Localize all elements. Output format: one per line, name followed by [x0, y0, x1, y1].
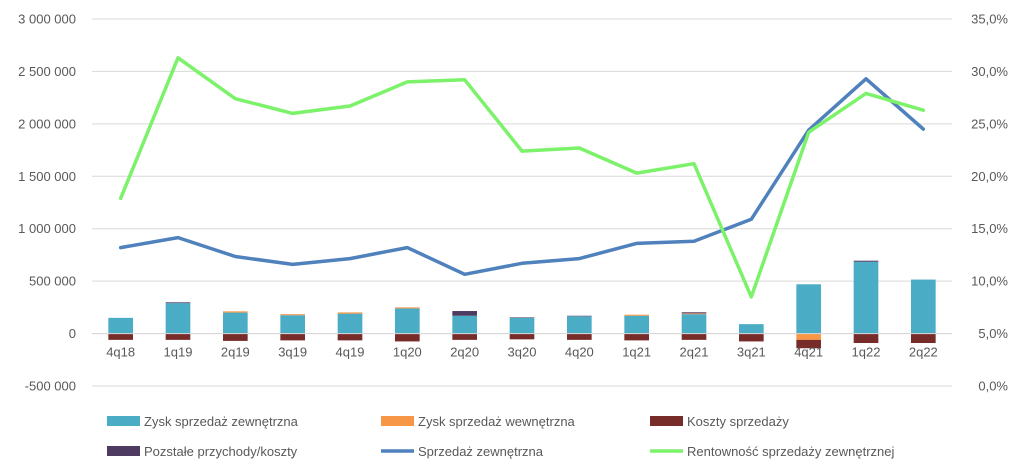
bar-zysk-sprzedaz-zewnetrzna [853, 261, 879, 334]
bar-zysk-sprzedaz-zewnetrzna [681, 314, 707, 334]
legend-item-zysk-sprzedaz-wewnetrzna: Zysk sprzedaż wewnętrzna [381, 414, 576, 429]
legend-label: Zysk sprzedaż wewnętrzna [418, 414, 576, 429]
right-axis-tick-label: 10,0% [971, 274, 1008, 289]
bar-koszty-sprzedazy [739, 333, 764, 342]
left-axis-tick-label: 500 000 [29, 274, 76, 289]
bar-zysk-sprzedaz-wewnetrzna [624, 314, 649, 316]
bar-koszty-sprzedazy [681, 333, 707, 340]
line-sprzedaz-zewnetrzna [118, 77, 926, 277]
category-label: 1q20 [393, 345, 422, 360]
bar-koszty-sprzedazy [452, 333, 477, 340]
bar-pozstale-przychody-koszty [165, 302, 191, 304]
left-axis-tick-labels: -500 000 0 500 000 1 000 000 1 500 000 2 000 … [18, 12, 76, 394]
legend-swatch [381, 416, 414, 426]
bar-zysk-sprzedaz-zewnetrzna [108, 317, 133, 334]
right-axis-tick-label: 5,0% [978, 326, 1008, 341]
left-axis-tick-label: -500 000 [25, 379, 76, 394]
right-axis-tick-label: 35,0% [971, 12, 1008, 27]
bar-pozstale-przychody-koszty [681, 312, 707, 314]
legend-swatch [650, 416, 683, 426]
category-label: 4q18 [106, 345, 135, 360]
category-label: 2q21 [680, 345, 709, 360]
bar-zysk-sprzedaz-zewnetrzna [509, 317, 535, 334]
left-axis-tick-label: 2 000 000 [18, 116, 76, 131]
legend-item-sprzedaz-zewnetrzna: Sprzedaż zewnętrzna [381, 444, 544, 459]
bar-koszty-sprzedazy [108, 333, 133, 340]
category-label: 3q21 [737, 345, 766, 360]
bar-pozstale-przychody-koszty [853, 260, 879, 262]
bar-koszty-sprzedazy [567, 333, 592, 340]
legend: Zysk sprzedaż zewnętrzna Zysk sprzedaż we… [107, 414, 894, 459]
legend-label: Koszty sprzedaży [687, 414, 789, 429]
legend-label: Pozstałe przychody/koszty [144, 444, 298, 459]
bar-koszty-sprzedazy [911, 333, 936, 344]
bar-zysk-sprzedaz-zewnetrzna [624, 315, 649, 334]
bar-zysk-sprzedaz-wewnetrzna [223, 311, 248, 313]
category-label: 1q21 [622, 345, 651, 360]
bar-zysk-sprzedaz-zewnetrzna [223, 312, 248, 334]
bar-koszty-sprzedazy [509, 333, 535, 340]
bar-pozstale-przychody-koszty [452, 311, 477, 316]
category-label: 2q22 [909, 345, 938, 360]
category-label: 3q19 [278, 345, 307, 360]
bar-zysk-sprzedaz-zewnetrzna [452, 315, 477, 334]
line-rentownosc-sprzedazy-zewnetrznej [118, 56, 926, 299]
bar-zysk-sprzedaz-zewnetrzna [567, 316, 592, 334]
bar-zysk-sprzedaz-wewnetrzna [395, 307, 420, 309]
left-axis-tick-label: 3 000 000 [18, 12, 76, 27]
legend-label: Sprzedaż zewnętrzna [418, 444, 544, 459]
category-label: 4q20 [565, 345, 594, 360]
bar-zysk-sprzedaz-wewnetrzna [337, 312, 363, 314]
bar-zysk-sprzedaz-wewnetrzna [681, 313, 707, 315]
bar-zysk-sprzedaz-zewnetrzna [165, 303, 191, 334]
category-label: 4q19 [336, 345, 365, 360]
bar-zysk-sprzedaz-wewnetrzna [280, 314, 305, 316]
bar-koszty-sprzedazy [624, 333, 649, 341]
right-axis-tick-label: 0,0% [978, 379, 1008, 394]
bar-koszty-sprzedazy [337, 333, 363, 341]
bar-koszty-sprzedazy [853, 333, 879, 344]
legend-item-koszty-sprzedazy: Koszty sprzedaży [650, 414, 789, 429]
right-axis-tick-labels: 0,0% 5,0% 10,0% 15,0% 20,0% 25,0% 30,0% 35,0% [971, 12, 1008, 394]
category-tick-labels: 4q18 1q19 2q19 3q19 4q19 1q20 2q20 3q20 4q20 1q21… [106, 345, 938, 360]
bar-pozstale-przychody-koszty [509, 317, 535, 318]
right-axis-tick-label: 15,0% [971, 221, 1008, 236]
right-axis-tick-label: 30,0% [971, 64, 1008, 79]
left-axis-tick-label: 0 [69, 326, 76, 341]
bar-pozstale-przychody-koszty [567, 315, 592, 317]
legend-swatch [107, 446, 140, 456]
bar-koszty-sprzedazy [165, 333, 191, 340]
left-axis-tick-label: 1 000 000 [18, 221, 76, 236]
bar-zysk-sprzedaz-zewnetrzna [280, 315, 305, 334]
legend-item-pozstale-przychody-koszty: Pozstałe przychody/koszty [107, 444, 298, 459]
left-axis-tick-label: 1 500 000 [18, 169, 76, 184]
category-label: 1q22 [852, 345, 881, 360]
category-label: 3q20 [508, 345, 537, 360]
bar-zysk-sprzedaz-zewnetrzna [337, 313, 363, 334]
bar-koszty-sprzedazy [796, 339, 821, 349]
bar-zysk-sprzedaz-zewnetrzna [911, 279, 936, 334]
category-label: 2q20 [450, 345, 479, 360]
right-axis-tick-label: 20,0% [971, 169, 1008, 184]
category-label: 2q19 [221, 345, 250, 360]
legend-item-zysk-sprzedaz-zewnetrzna: Zysk sprzedaż zewnętrzna [107, 414, 299, 429]
bar-series [108, 260, 936, 349]
category-label: 1q19 [164, 345, 193, 360]
legend-label: Rentowność sprzedaży zewnętrznej [687, 444, 894, 459]
legend-label: Zysk sprzedaż zewnętrzna [144, 414, 299, 429]
line-series [118, 56, 926, 299]
legend-swatch [107, 416, 140, 426]
left-axis-tick-label: 2 500 000 [18, 64, 76, 79]
right-axis-tick-label: 25,0% [971, 116, 1008, 131]
bar-zysk-sprzedaz-zewnetrzna [739, 324, 764, 334]
bar-koszty-sprzedazy [223, 333, 248, 341]
bar-zysk-sprzedaz-wewnetrzna [796, 333, 821, 340]
bar-zysk-sprzedaz-zewnetrzna [796, 284, 821, 334]
category-label: 4q21 [794, 345, 823, 360]
bar-zysk-sprzedaz-zewnetrzna [395, 308, 420, 334]
bar-koszty-sprzedazy [280, 333, 305, 341]
legend-item-rentownosc-sprzedazy-zewnetrznej: Rentowność sprzedaży zewnętrznej [650, 444, 894, 459]
bar-koszty-sprzedazy [395, 333, 420, 342]
